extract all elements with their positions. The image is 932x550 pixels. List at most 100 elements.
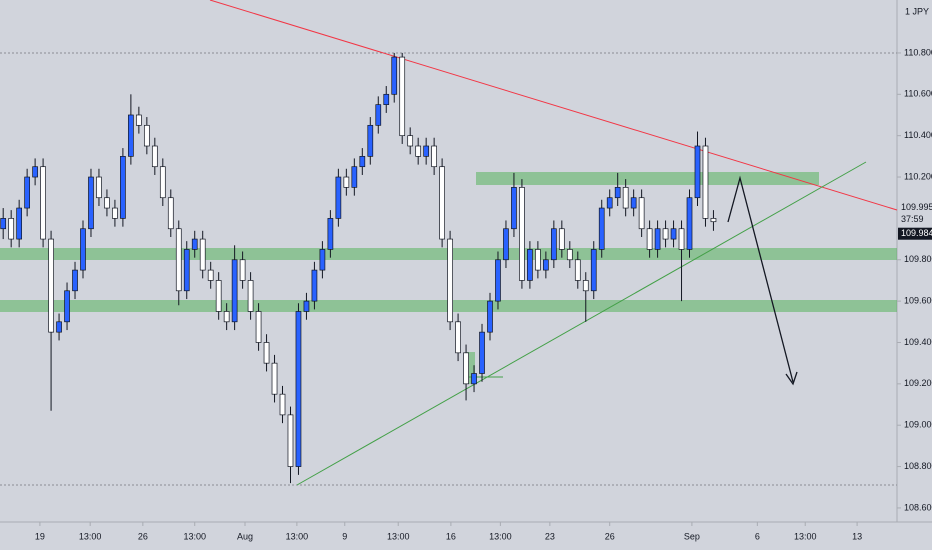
candle-body — [151, 145, 158, 168]
candle-body — [343, 176, 350, 188]
y-tick-label: 110.800 — [904, 47, 932, 57]
candle-body — [167, 197, 174, 230]
candle-body — [48, 238, 54, 333]
marker-zone — [467, 352, 475, 384]
arrow-head — [785, 371, 798, 386]
x-tick-label: Sep — [684, 531, 700, 541]
candle-body — [56, 321, 62, 333]
candle-body — [8, 218, 15, 240]
candle-body — [327, 218, 334, 250]
candle-body — [367, 124, 374, 157]
candle-body — [543, 259, 549, 271]
x-tick-label: 9 — [342, 531, 347, 541]
symbol-unit: 1 JPY — [905, 6, 929, 16]
price-marker-box — [898, 227, 932, 240]
candle-body — [271, 362, 278, 395]
candle-body — [598, 207, 605, 250]
candle-body — [120, 156, 126, 219]
candle-body — [112, 207, 118, 219]
candle-body — [263, 342, 270, 364]
candle-body — [487, 300, 493, 333]
price-marker-label: 109.984 — [901, 228, 932, 238]
candle-body — [279, 393, 286, 416]
x-tick-label: 26 — [138, 531, 148, 541]
candle-body — [351, 166, 358, 188]
candle-body — [614, 187, 621, 199]
candle-body — [558, 228, 565, 250]
candle-body — [519, 187, 525, 281]
candle-body — [40, 166, 46, 240]
candle-body — [503, 228, 509, 261]
y-tick-label: 110.400 — [904, 130, 932, 140]
candle-body — [646, 228, 653, 250]
x-tick-label: Aug — [237, 531, 253, 541]
candle-body — [223, 311, 230, 323]
candle-body — [479, 331, 485, 374]
x-tick-label: 26 — [605, 531, 615, 541]
candle-body — [0, 218, 7, 230]
price-marker-label: 109.995 — [901, 202, 932, 212]
candle-body — [550, 228, 557, 261]
support-trendline — [296, 161, 867, 486]
candle-body — [32, 166, 38, 178]
candle-body — [175, 228, 182, 292]
candle-body — [574, 259, 581, 281]
candle-body — [104, 197, 110, 209]
y-tick-label: 109.200 — [904, 378, 932, 388]
candle-body — [311, 269, 318, 302]
candle-body — [710, 218, 717, 223]
candle-body — [702, 145, 709, 219]
candle-body — [391, 56, 398, 95]
candle-body — [622, 187, 629, 209]
candle-body — [136, 114, 142, 126]
candle-body — [535, 249, 541, 271]
candle-body — [183, 249, 190, 292]
candle-body — [207, 269, 214, 281]
candle-body — [231, 259, 238, 323]
candle-body — [239, 259, 246, 281]
candle-body — [415, 145, 422, 157]
candle-body — [247, 280, 254, 312]
candle-body — [686, 197, 693, 250]
y-tick-label: 109.400 — [904, 337, 932, 347]
y-tick-label: 109.800 — [904, 254, 932, 264]
candle-body — [16, 207, 23, 240]
candle-body — [295, 311, 302, 467]
x-tick-label: 13:00 — [387, 531, 410, 541]
x-tick-label: 13:00 — [183, 531, 206, 541]
candle-body — [495, 259, 501, 302]
candle-body — [128, 114, 134, 157]
candle-body — [303, 300, 310, 312]
y-tick-label: 109.600 — [904, 295, 932, 305]
candle-body — [455, 321, 461, 354]
x-tick-label: 13:00 — [286, 531, 309, 541]
x-tick-label: 23 — [545, 531, 555, 541]
candle-body — [199, 238, 206, 271]
x-tick-label: 13:00 — [794, 531, 817, 541]
candle-body — [670, 228, 677, 240]
resistance-trendline — [209, 0, 898, 211]
candle-body — [678, 228, 685, 250]
candle-body — [88, 176, 94, 230]
candle-body — [511, 187, 517, 230]
candle-body — [654, 228, 661, 250]
candle-body — [287, 414, 294, 467]
resistance-zone — [476, 172, 819, 185]
candle-body — [319, 249, 326, 271]
candle-body — [407, 135, 414, 147]
candle-body — [80, 228, 86, 271]
candle-body — [471, 373, 477, 385]
candle-body — [439, 166, 445, 240]
candle-body — [463, 352, 469, 385]
y-tick-label: 110.600 — [904, 89, 932, 99]
candle-body — [72, 269, 78, 292]
x-tick-label: 16 — [446, 531, 456, 541]
candle-body — [423, 145, 430, 157]
x-tick-label: 19 — [35, 531, 45, 541]
x-tick-label: 6 — [755, 531, 760, 541]
candle-body — [383, 93, 390, 105]
y-tick-label: 109.000 — [904, 420, 932, 430]
candle-body — [582, 280, 589, 292]
